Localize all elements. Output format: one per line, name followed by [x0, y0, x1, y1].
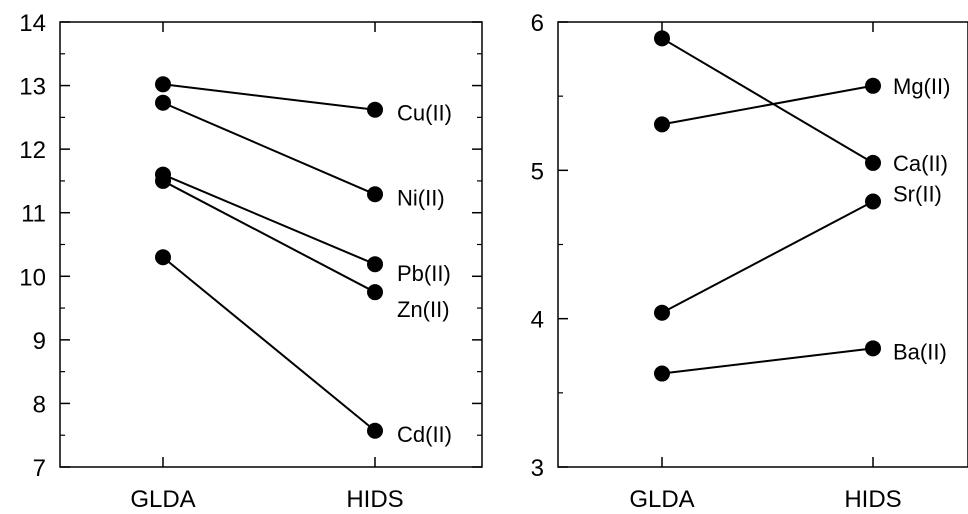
series-cdii: Cd(II) — [155, 249, 452, 447]
series-label: Sr(II) — [893, 181, 942, 206]
y-tick-label: 12 — [19, 137, 46, 164]
chart-panel-2: 3 4 5 6 GLDA HIDS Mg(II) Ca(II) Sr(II) Ba(II) — [531, 10, 968, 513]
series-line — [162, 173, 376, 266]
plot-frame — [59, 21, 483, 468]
y-tick-label: 13 — [19, 74, 46, 101]
series-srii: Sr(II) — [654, 181, 942, 321]
data-point — [865, 340, 881, 357]
series-label: Mg(II) — [893, 74, 950, 99]
data-point — [654, 116, 670, 133]
data-point — [155, 94, 171, 111]
y-tick-label: 7 — [33, 455, 46, 482]
series-label: Pb(II) — [397, 261, 451, 286]
data-point — [865, 77, 881, 94]
series-label: Cu(II) — [397, 101, 452, 126]
data-point — [367, 422, 383, 439]
y-tick-label: 10 — [19, 264, 46, 291]
data-point — [367, 256, 383, 273]
series-cuii: Cu(II) — [155, 76, 452, 126]
series-label: Ba(II) — [893, 339, 947, 364]
x-tick-label: GLDA — [629, 486, 694, 513]
y-tick-label: 3 — [531, 455, 544, 482]
series-pbii: Pb(II) — [155, 166, 451, 286]
series-line — [661, 37, 874, 164]
series-niii: Ni(II) — [155, 94, 445, 210]
series-line — [661, 84, 874, 126]
chart-panel-1: 7 8 9 10 11 12 13 14 GLDA HIDS Cu(II) Ni(II) Pb(II) Z… — [19, 10, 483, 513]
y-tick-label: 6 — [531, 10, 544, 37]
x-tick-label: HIDS — [346, 486, 403, 513]
series-line — [162, 101, 376, 196]
y-tick-label: 14 — [19, 10, 46, 37]
data-point — [367, 101, 383, 118]
series-line — [661, 347, 874, 375]
data-point — [155, 172, 171, 189]
series-caii: Ca(II) — [654, 30, 948, 176]
data-point — [155, 249, 171, 266]
series-line — [162, 180, 376, 294]
data-point — [654, 365, 670, 382]
series-label: Ni(II) — [397, 185, 445, 210]
y-tick-label: 11 — [21, 201, 46, 228]
data-point — [367, 186, 383, 203]
data-point — [155, 76, 171, 93]
series-line — [661, 200, 874, 314]
series-label: Ca(II) — [893, 151, 948, 176]
series-line — [162, 256, 376, 432]
y-tick-label: 4 — [531, 307, 544, 334]
series-label: Zn(II) — [397, 297, 450, 322]
data-point — [654, 30, 670, 47]
series-znii: Zn(II) — [155, 172, 450, 322]
data-point — [865, 154, 881, 171]
data-point — [367, 284, 383, 301]
y-tick-label: 5 — [531, 158, 544, 185]
data-point — [865, 193, 881, 210]
series-mgii: Mg(II) — [654, 74, 950, 133]
y-tick-label: 9 — [33, 328, 46, 355]
x-tick-label: GLDA — [130, 486, 195, 513]
series-baii: Ba(II) — [654, 339, 947, 382]
y-tick-label: 8 — [33, 391, 46, 418]
x-tick-label: HIDS — [844, 486, 901, 513]
series-label: Cd(II) — [397, 422, 452, 447]
data-point — [654, 304, 670, 321]
series-line — [162, 83, 376, 111]
